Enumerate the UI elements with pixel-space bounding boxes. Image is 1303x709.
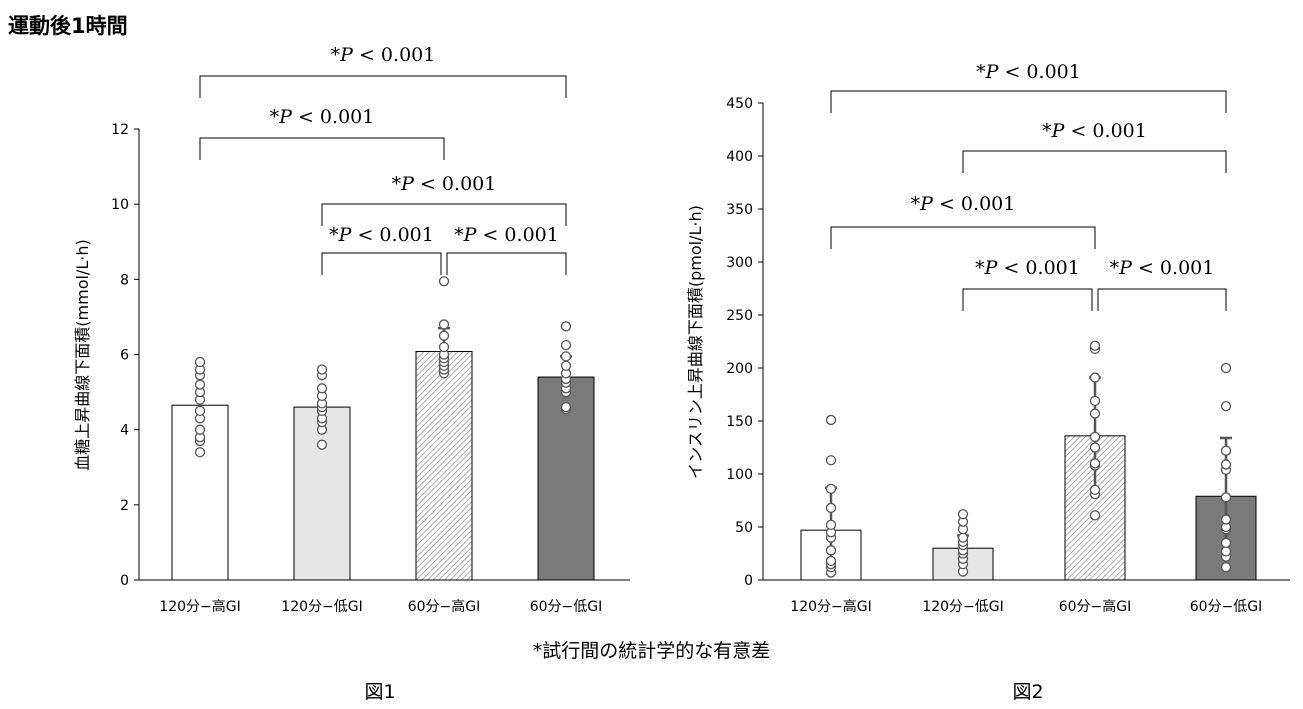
data-point xyxy=(957,509,969,520)
y-tick-label: 200 xyxy=(726,361,753,377)
data-point xyxy=(825,455,837,466)
significance-bracket xyxy=(446,252,567,275)
data-point xyxy=(194,405,206,417)
data-point xyxy=(1089,442,1101,453)
significance-label: *P < 0.001 xyxy=(329,224,434,246)
data-point xyxy=(560,360,572,371)
significance-label: *P < 0.001 xyxy=(976,61,1081,83)
data-point xyxy=(1089,408,1101,419)
x-category-label: 60分−高GI xyxy=(1059,598,1132,615)
y-tick-label: 150 xyxy=(726,414,753,430)
significance-label: *P < 0.001 xyxy=(1110,257,1215,279)
data-point xyxy=(194,356,206,368)
y-tick-label: 0 xyxy=(744,573,753,589)
x-category-label: 60分−高GI xyxy=(408,598,481,615)
y-tick-label: 4 xyxy=(120,423,129,439)
significance-footnote: *試行間の統計学的な有意差 xyxy=(532,640,771,662)
significance-label: *P < 0.001 xyxy=(392,173,497,195)
data-point xyxy=(1220,445,1232,456)
y-tick-label: 50 xyxy=(735,520,753,536)
data-point xyxy=(1220,562,1232,573)
data-point xyxy=(316,439,328,450)
data-point xyxy=(825,545,837,556)
significance-bracket xyxy=(321,203,567,226)
data-point xyxy=(825,519,837,531)
y-tick-label: 400 xyxy=(726,149,753,165)
y-tick-label: 6 xyxy=(120,348,129,364)
figure-2-label: 図2 xyxy=(1012,681,1044,703)
y-tick-label: 300 xyxy=(726,255,753,271)
data-point xyxy=(1220,537,1232,549)
significance-bracket xyxy=(321,252,442,275)
y-tick-label: 0 xyxy=(120,573,129,589)
data-point xyxy=(825,483,837,494)
significance-label: *P < 0.001 xyxy=(331,44,436,66)
significance-bracket xyxy=(1097,288,1227,311)
significance-bracket xyxy=(962,150,1227,173)
data-point xyxy=(1089,510,1101,521)
chart-2: 0 50 100 150 200 250 300 350 400 450 インスリン上昇曲線下面積(… xyxy=(686,61,1290,615)
x-category-label: 60分−低GI xyxy=(1190,599,1263,615)
data-point xyxy=(560,339,572,351)
chart-1: 0 2 4 6 8 10 12 血糖上昇曲線下面積(mmol/L·h) 120分−高GI 120分… xyxy=(73,44,630,615)
y-tick-label: 2 xyxy=(120,498,129,514)
data-point xyxy=(560,321,572,332)
data-point xyxy=(1220,514,1232,525)
y-tick-label: 12 xyxy=(111,122,129,138)
data-point xyxy=(957,532,969,543)
data-point xyxy=(1089,372,1101,383)
significance-bracket xyxy=(830,226,1096,249)
x-category-label: 120分−低GI xyxy=(281,599,362,615)
significance-label: *P < 0.001 xyxy=(270,106,375,128)
data-point xyxy=(1220,459,1232,470)
page-title: 運動後1時間 xyxy=(8,14,128,38)
data-point xyxy=(194,424,206,435)
data-point xyxy=(1089,431,1101,443)
y-tick-label: 100 xyxy=(726,467,753,483)
significance-label: *P < 0.001 xyxy=(911,193,1016,215)
y-tick-label: 8 xyxy=(120,272,129,288)
data-point xyxy=(1220,492,1232,503)
data-point xyxy=(438,341,450,353)
y-tick-label: 250 xyxy=(726,308,753,324)
significance-bracket xyxy=(199,75,567,98)
data-point xyxy=(316,383,328,394)
x-category-label: 60分−低GI xyxy=(530,599,603,615)
data-point xyxy=(560,351,572,362)
significance-bracket xyxy=(830,90,1227,113)
data-point xyxy=(1220,546,1232,557)
data-point xyxy=(1220,362,1232,374)
data-point xyxy=(1089,484,1101,496)
data-point xyxy=(194,447,206,458)
data-point xyxy=(825,414,837,426)
y-axis-label: 血糖上昇曲線下面積(mmol/L·h) xyxy=(73,239,92,470)
data-point xyxy=(438,330,450,341)
y-axis-label: インスリン上昇曲線下面積(pmol/L·h) xyxy=(686,205,705,479)
x-category-label: 120分−高GI xyxy=(790,598,871,615)
significance-bracket xyxy=(199,137,445,160)
data-point xyxy=(1089,340,1101,351)
data-point xyxy=(1220,401,1232,412)
charts-canvas: 0 2 4 6 8 10 12 血糖上昇曲線下面積(mmol/L·h) 120分−高GI 120分… xyxy=(73,44,1290,615)
data-point xyxy=(825,502,837,514)
x-category-label: 120分−低GI xyxy=(922,599,1003,615)
data-point xyxy=(1089,395,1101,407)
data-point xyxy=(438,319,450,330)
significance-label: *P < 0.001 xyxy=(975,257,1080,279)
data-point xyxy=(1089,458,1101,469)
x-category-label: 120分−高GI xyxy=(159,598,240,615)
figure-1-label: 図1 xyxy=(364,681,396,703)
y-tick-label: 350 xyxy=(726,202,753,218)
significance-label: *P < 0.001 xyxy=(1042,120,1147,142)
data-point xyxy=(560,401,572,413)
significance-bracket xyxy=(962,288,1093,311)
data-point xyxy=(825,555,837,567)
data-point xyxy=(438,276,450,287)
significance-label: *P < 0.001 xyxy=(454,224,559,246)
y-tick-label: 10 xyxy=(111,197,129,213)
data-point xyxy=(316,364,328,375)
y-tick-label: 450 xyxy=(726,96,753,112)
data-point xyxy=(194,379,206,390)
bar xyxy=(415,350,473,581)
